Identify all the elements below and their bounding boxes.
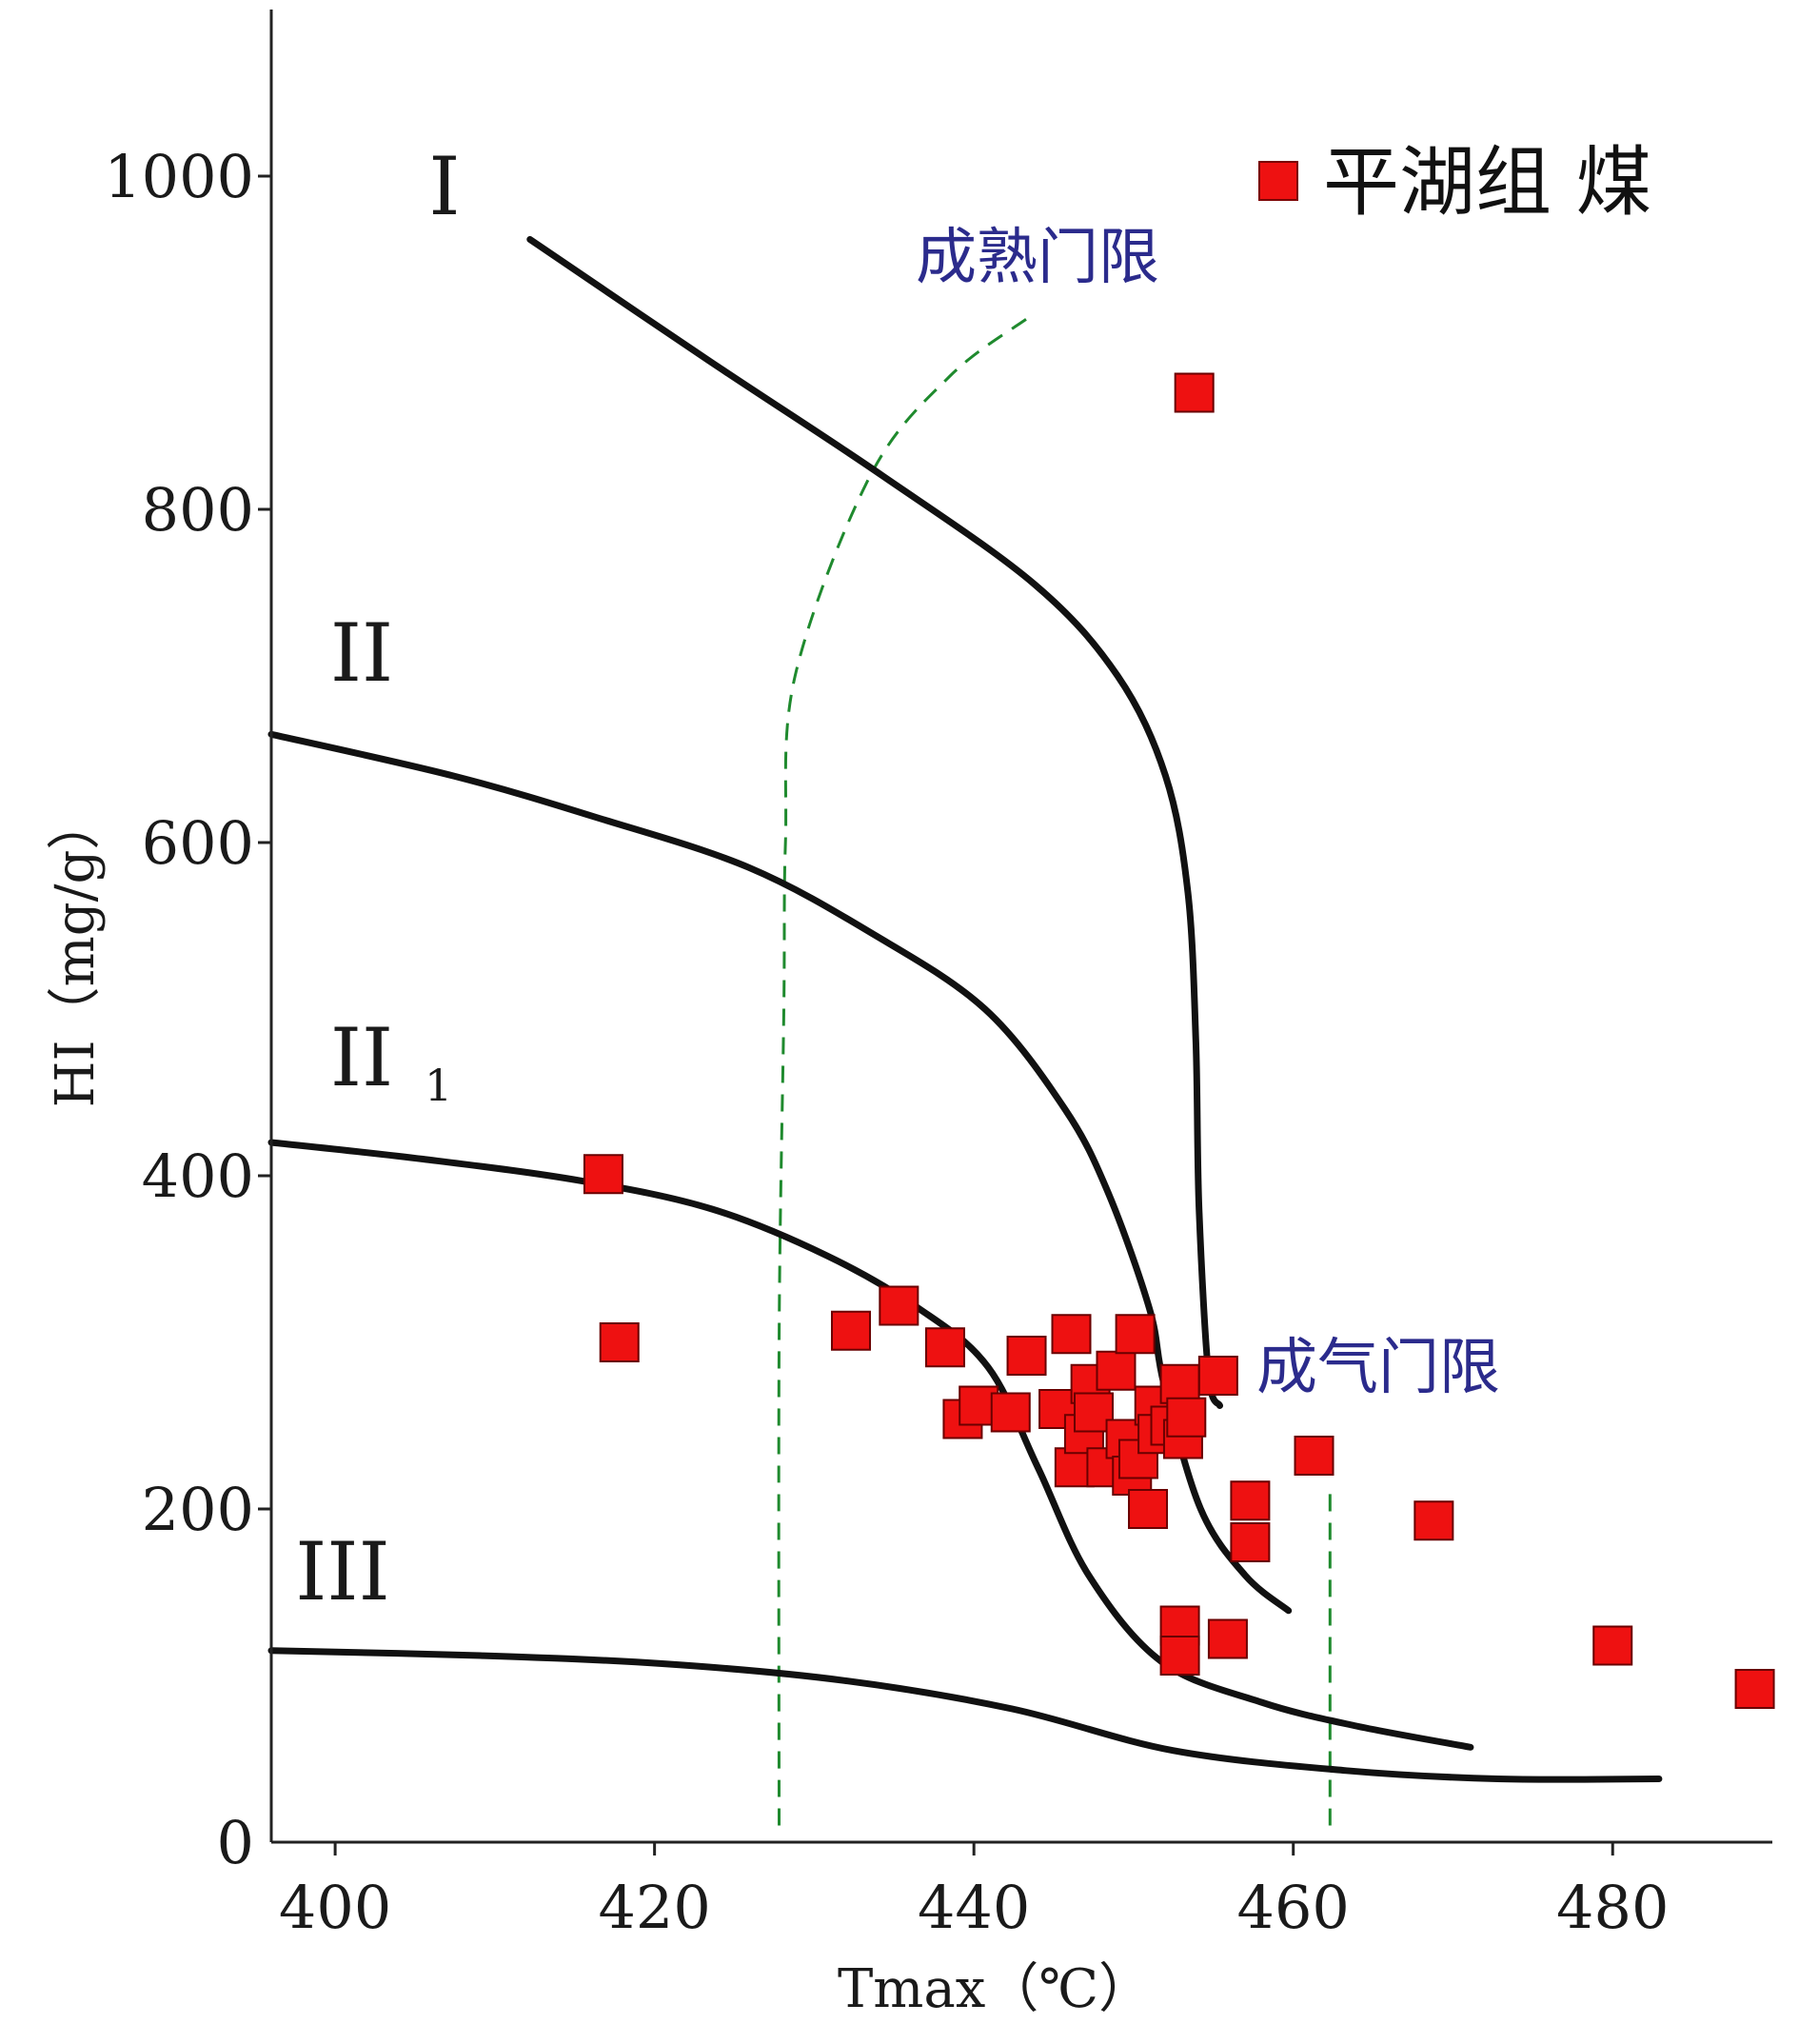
curve-type-label: III [295,1525,390,1618]
data-point [924,1327,965,1368]
threshold-label: 成气门限 [1256,1333,1500,1403]
data-point [1128,1489,1169,1529]
x-tick-label: 420 [598,1873,710,1942]
threshold-line [777,316,1030,1826]
data-point [599,1322,640,1362]
y-tick-label: 0 [217,1808,254,1877]
data-point [1294,1436,1334,1476]
type-curve [267,1647,1663,1783]
curve-type-label: II [330,606,393,700]
type-curve [267,1139,1474,1751]
axis-ticks: 0 200 400 600 800 1000 400 420 440 460 480 [104,142,1669,1942]
axes [269,10,1772,1844]
data-point [1159,1636,1200,1676]
data-point [879,1285,919,1326]
x-tick-label: 440 [918,1873,1030,1942]
x-axis-title: Tmax（℃） [838,1958,1152,2020]
y-tick-label: 600 [142,808,254,878]
data-point [1166,1397,1207,1438]
curve-type-label: II [330,1011,393,1104]
curve-type-label: I [428,140,460,233]
data-point [1230,1480,1271,1521]
legend-label: 平湖组 煤 [1323,138,1651,227]
data-point [1006,1336,1047,1376]
data-point [1051,1314,1092,1355]
y-tick-label: 200 [142,1475,254,1544]
type-curves [267,236,1663,1783]
legend: 平湖组 煤 [1258,138,1651,227]
x-tick-label: 400 [279,1873,391,1942]
curve-type-subscript: 1 [425,1060,452,1111]
legend-marker [1258,161,1298,201]
threshold-label: 成熟门限 [916,223,1159,293]
threshold-lines [777,316,1332,1826]
data-point [1115,1314,1156,1355]
y-tick-label: 1000 [104,142,254,211]
x-tick-label: 480 [1556,1873,1669,1942]
data-point [830,1310,871,1351]
y-tick-label: 800 [142,475,254,545]
data-point [1734,1669,1775,1709]
data-point [990,1392,1031,1433]
x-tick-label: 460 [1237,1873,1350,1942]
y-tick-label: 400 [142,1141,254,1211]
data-point [1197,1356,1238,1396]
type-curve [267,730,1293,1615]
data-point [1230,1522,1271,1562]
data-point [1159,1363,1200,1404]
data-point [1414,1500,1454,1541]
y-axis-title: HI（mg/g） [45,797,107,1108]
type-curve [526,236,1223,1409]
data-point [1592,1625,1633,1666]
scatter-points [583,372,1775,1709]
data-point [1174,372,1215,413]
data-point [583,1154,623,1195]
data-point [1117,1439,1158,1479]
data-point [1207,1618,1248,1659]
data-point [1096,1350,1137,1391]
